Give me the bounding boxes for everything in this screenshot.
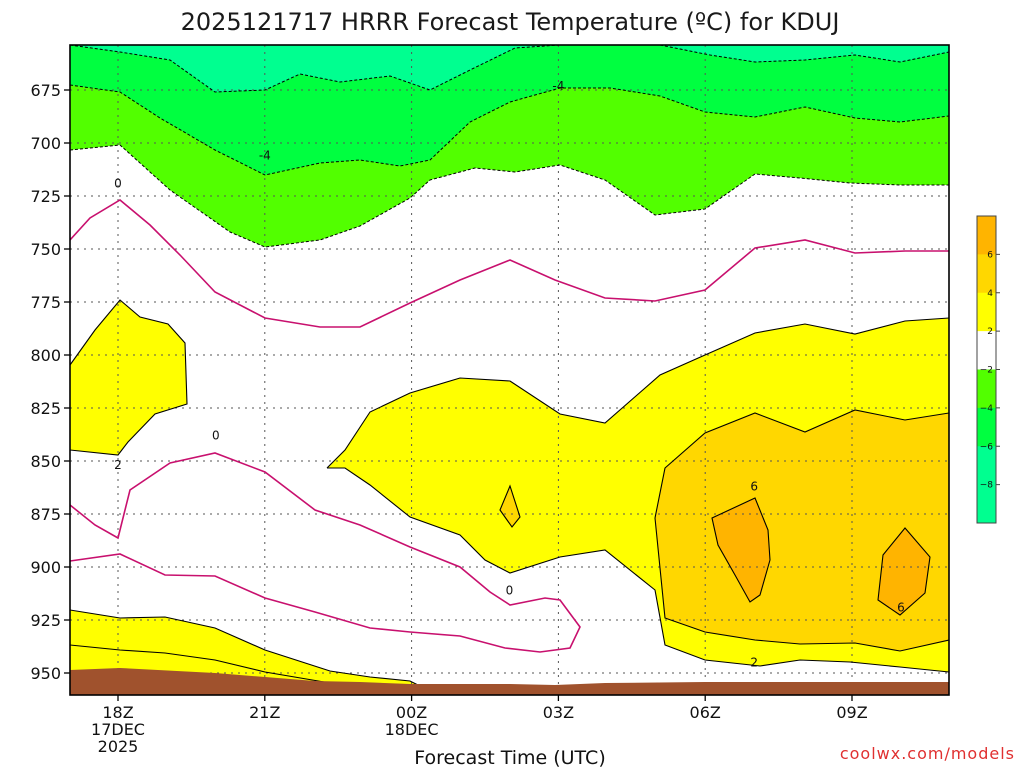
colorbar-segment xyxy=(977,484,996,524)
ground-terrain xyxy=(70,668,949,695)
colorbar-label: 4 xyxy=(987,289,993,299)
y-tick-label: 700 xyxy=(30,134,61,153)
colorbar-label: 2 xyxy=(987,327,993,337)
y-tick-label: 875 xyxy=(30,505,61,524)
zero-isotherms xyxy=(70,199,949,653)
y-tick-label: 925 xyxy=(30,611,61,630)
colorbar-label: −6 xyxy=(980,442,994,452)
cold-contours xyxy=(70,45,949,248)
x-tick-label: 00Z xyxy=(396,703,427,722)
y-tick-label: 850 xyxy=(30,452,61,471)
contour-label: 0 xyxy=(506,583,514,597)
x-tick-label: 18DEC xyxy=(385,720,439,739)
contour-label: 2 xyxy=(750,655,758,669)
y-tick-label: 950 xyxy=(30,664,61,683)
y-tick-label: 750 xyxy=(30,240,61,259)
y-tick-label: 825 xyxy=(30,399,61,418)
colorbar-segment xyxy=(977,369,996,409)
y-tick-label: 725 xyxy=(30,187,61,206)
colorbar-segment xyxy=(977,292,996,332)
y-tick-label: 775 xyxy=(30,293,61,312)
plot-frame xyxy=(69,44,950,696)
x-tick-label: 21Z xyxy=(249,703,280,722)
warm-fill-6-a xyxy=(712,498,770,602)
x-tick-label: 18Z xyxy=(102,703,133,722)
x-tick-label: 17DEC xyxy=(91,720,145,739)
colorbar-label: 6 xyxy=(987,250,993,260)
x-tick-label: 09Z xyxy=(836,703,867,722)
contour-label: 2 xyxy=(114,458,122,472)
y-tick-label: 900 xyxy=(30,558,61,577)
colorbar-label: −4 xyxy=(980,404,994,414)
y-tick-label: 675 xyxy=(30,81,61,100)
colorbar-segment xyxy=(977,331,996,370)
plot-area: 0 -4 -4 2 0 0 6 2 6 xyxy=(70,45,949,695)
contour-labels: 0 -4 -4 2 0 0 6 2 6 xyxy=(114,79,905,670)
warm-fill-4 xyxy=(655,410,949,651)
contour-label: 0 xyxy=(212,429,220,443)
x-tick-label: 06Z xyxy=(690,703,721,722)
colorbar-segment xyxy=(977,407,996,447)
colorbar-segment xyxy=(977,216,996,255)
colorbar-label: −8 xyxy=(980,481,994,491)
y-tick-label: 800 xyxy=(30,346,61,365)
contour-label: 6 xyxy=(750,479,758,493)
warm-fill-6-b xyxy=(878,528,930,615)
cold-fill-minus6 xyxy=(70,45,949,92)
chart-title: 2025121717 HRRR Forecast Temperature (ºC… xyxy=(181,8,840,36)
contour-label: 6 xyxy=(897,600,905,614)
x-tick-label: 2025 xyxy=(98,737,139,756)
colorbar: 6 4 2 −2 −4 −6 −8 xyxy=(976,215,1000,524)
contour-label: 0 xyxy=(114,176,122,190)
x-tick-label: 03Z xyxy=(543,703,574,722)
contour-label: -4 xyxy=(552,79,564,93)
y-axis: 675 700 725 750 775 800 825 850 875 900 925 950 xyxy=(30,81,70,683)
contour-label: -4 xyxy=(259,149,271,163)
x-axis-label: Forecast Time (UTC) xyxy=(414,747,605,768)
colorbar-label: −2 xyxy=(980,366,993,376)
colorbar-segment xyxy=(977,254,996,294)
colorbar-segment xyxy=(977,446,996,486)
warm-contours xyxy=(70,299,949,689)
warm-fill-2-left xyxy=(70,300,187,455)
credit-text: coolwx.com/models xyxy=(840,744,1015,763)
